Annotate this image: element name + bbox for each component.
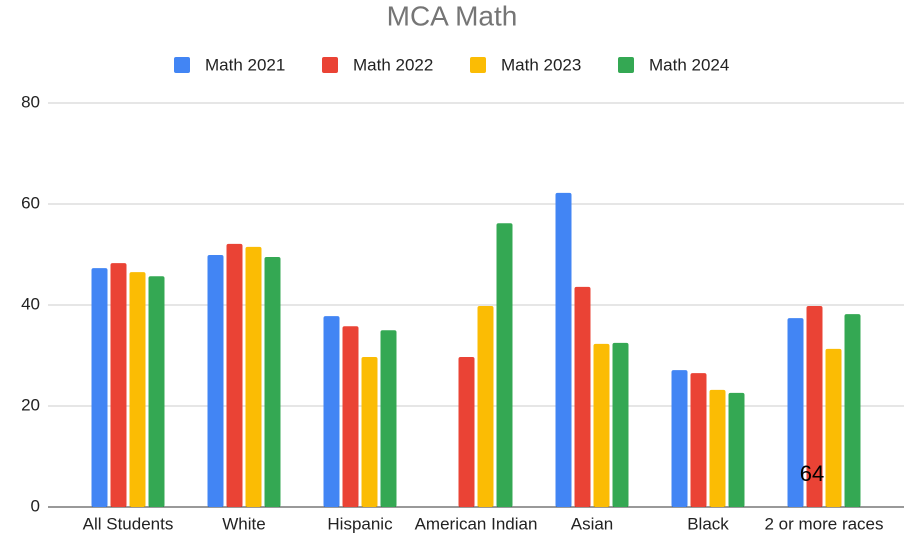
bar <box>458 357 475 507</box>
x-tick-label: American Indian <box>415 514 538 533</box>
chart-title: MCA Math <box>387 0 518 31</box>
bar <box>690 373 707 507</box>
legend-swatch <box>618 57 634 73</box>
bar <box>612 342 629 507</box>
bar <box>226 243 243 507</box>
legend-swatch <box>322 57 338 73</box>
bar <box>477 306 494 507</box>
legend-label: Math 2022 <box>353 55 433 74</box>
annotation: 64 <box>800 461 824 486</box>
legend-swatch <box>470 57 486 73</box>
bar <box>380 330 397 507</box>
bar <box>728 392 745 507</box>
bar <box>806 306 823 507</box>
bar <box>496 223 513 507</box>
legend-label: Math 2024 <box>649 55 729 74</box>
bar <box>129 272 146 507</box>
y-tick-label: 60 <box>21 193 40 212</box>
bar <box>825 348 842 507</box>
x-tick-label: Asian <box>571 514 614 533</box>
x-tick-label: Hispanic <box>327 514 393 533</box>
legend-swatch <box>174 57 190 73</box>
bar <box>148 276 165 507</box>
bar <box>342 326 359 507</box>
x-tick-label: 2 or more races <box>764 514 883 533</box>
bar <box>361 357 378 507</box>
x-tick-label: All Students <box>83 514 174 533</box>
bar <box>574 286 591 507</box>
bar <box>787 318 804 507</box>
y-tick-label: 40 <box>21 294 40 313</box>
bar <box>844 314 861 507</box>
y-tick-label: 20 <box>21 395 40 414</box>
legend-label: Math 2023 <box>501 55 581 74</box>
bar <box>323 316 340 507</box>
legend-label: Math 2021 <box>205 55 285 74</box>
x-tick-label: White <box>222 514 265 533</box>
bar <box>264 257 281 507</box>
bar <box>555 192 572 507</box>
bar <box>245 246 262 508</box>
y-tick-label: 80 <box>21 92 40 111</box>
bar <box>110 263 127 507</box>
bar <box>671 370 688 507</box>
x-tick-label: Black <box>687 514 729 533</box>
bar <box>709 389 726 507</box>
bar <box>207 255 224 507</box>
bar <box>91 268 108 507</box>
bar <box>593 343 610 507</box>
y-tick-label: 0 <box>31 496 40 515</box>
